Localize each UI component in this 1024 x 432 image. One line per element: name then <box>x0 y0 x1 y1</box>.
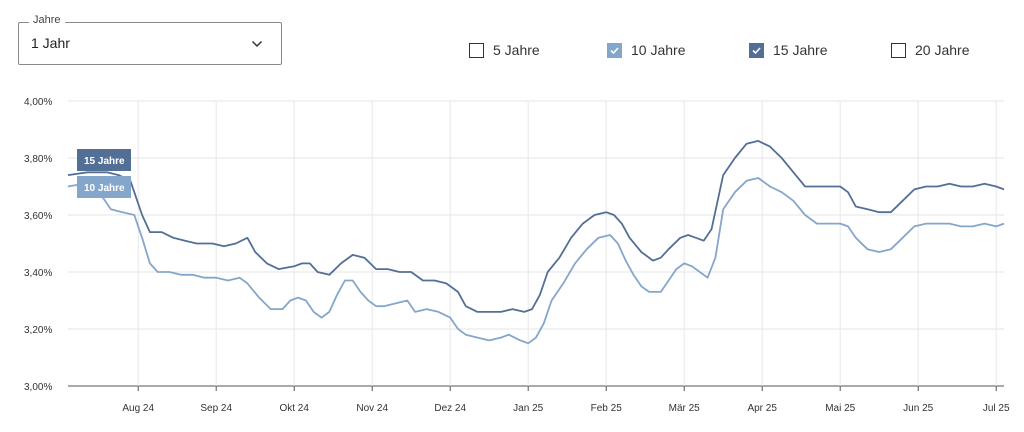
x-tick-label: Okt 24 <box>279 403 309 414</box>
x-tick-label: Aug 24 <box>122 403 154 414</box>
checkbox-15-jahre-label: 15 Jahre <box>773 42 828 58</box>
check-icon <box>610 46 619 54</box>
check-icon <box>752 46 761 54</box>
x-tick-label: Dez 24 <box>434 403 466 414</box>
y-tick-label: 4,00% <box>24 97 52 108</box>
x-tick-label: Mär 25 <box>669 403 701 414</box>
y-tick-label: 3,60% <box>24 211 52 222</box>
x-tick-label: Apr 25 <box>747 403 777 414</box>
period-select[interactable]: Jahre 1 Jahr <box>18 14 282 65</box>
series-tag-label-0: 15 Jahre <box>84 156 125 167</box>
period-select-legend: Jahre <box>29 14 65 26</box>
checkbox-10-jahre-label: 10 Jahre <box>631 42 686 58</box>
series-line-1 <box>67 177 1005 345</box>
checkbox-10-jahre-box[interactable] <box>607 42 622 58</box>
chevron-down-icon <box>251 40 263 48</box>
x-tick-label: Nov 24 <box>356 403 388 414</box>
x-tick-label: Jan 25 <box>513 403 543 414</box>
x-tick-label: Jun 25 <box>903 403 933 414</box>
checkbox-20-jahre[interactable]: 20 Jahre <box>891 42 969 58</box>
y-tick-label: 3,40% <box>24 268 52 279</box>
y-tick-label: 3,20% <box>24 325 52 336</box>
checkbox-5-jahre-box[interactable] <box>469 42 484 58</box>
period-select-value: 1 Jahr <box>31 35 70 51</box>
checkbox-5-jahre-label: 5 Jahre <box>493 42 540 58</box>
checkbox-15-jahre-box[interactable] <box>749 42 764 58</box>
checkbox-5-jahre[interactable]: 5 Jahre <box>469 42 540 58</box>
series-tag-1 <box>77 176 131 198</box>
checkbox-10-jahre[interactable]: 10 Jahre <box>607 42 685 58</box>
x-tick-label: Sep 24 <box>200 403 232 414</box>
x-tick-label: Jul 25 <box>983 403 1010 414</box>
checkbox-15-jahre[interactable]: 15 Jahre <box>749 42 827 58</box>
y-tick-label: 3,00% <box>24 382 52 393</box>
checkbox-20-jahre-label: 20 Jahre <box>915 42 970 58</box>
series-tag-0 <box>77 149 131 171</box>
series-line-0 <box>67 140 1005 313</box>
series-tag-label-1: 10 Jahre <box>84 183 125 194</box>
checkbox-20-jahre-box[interactable] <box>891 42 906 58</box>
y-tick-label: 3,80% <box>24 154 52 165</box>
x-tick-label: Feb 25 <box>591 403 623 414</box>
x-tick-label: Mai 25 <box>825 403 855 414</box>
